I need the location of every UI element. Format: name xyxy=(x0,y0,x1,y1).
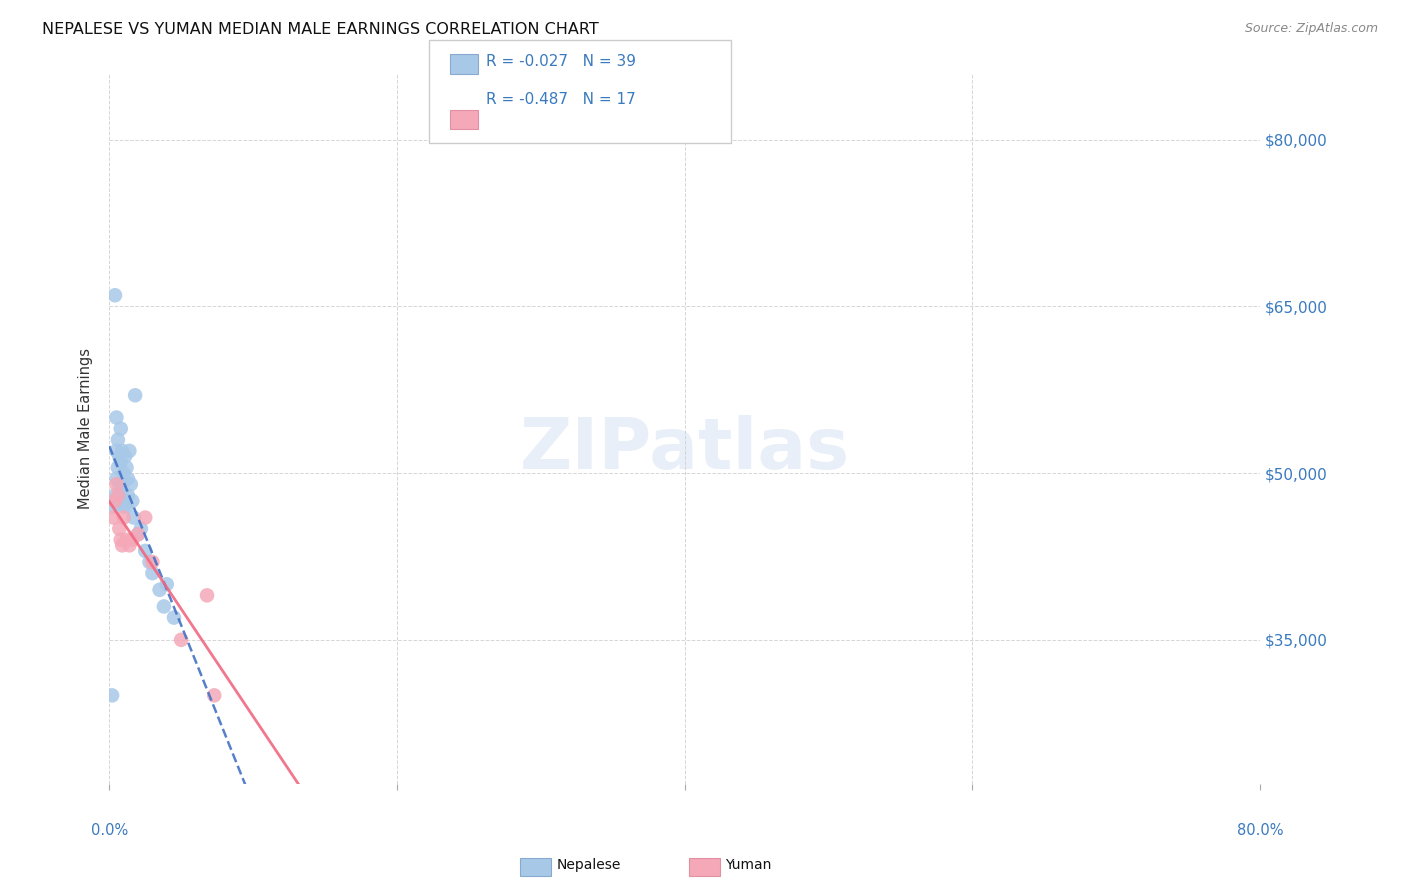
Point xyxy=(105,443,128,458)
Point xyxy=(120,477,142,491)
Point xyxy=(112,466,135,480)
Point xyxy=(104,488,127,502)
Point xyxy=(105,477,128,491)
Text: Source: ZipAtlas.com: Source: ZipAtlas.com xyxy=(1244,22,1378,36)
Point xyxy=(114,450,136,464)
Point xyxy=(111,477,134,491)
Point xyxy=(134,544,156,558)
Point xyxy=(112,510,135,524)
Text: NEPALESE VS YUMAN MEDIAN MALE EARNINGS CORRELATION CHART: NEPALESE VS YUMAN MEDIAN MALE EARNINGS C… xyxy=(42,22,599,37)
Point xyxy=(129,522,152,536)
Point xyxy=(156,577,179,591)
Point xyxy=(141,566,163,581)
Point xyxy=(117,488,139,502)
Point xyxy=(149,582,172,597)
Point xyxy=(110,455,132,469)
Point xyxy=(110,533,132,547)
Text: 0.0%: 0.0% xyxy=(90,823,128,838)
Point xyxy=(108,477,131,491)
Point xyxy=(111,488,134,502)
Point xyxy=(115,460,138,475)
Point xyxy=(115,533,138,547)
Point xyxy=(163,610,186,624)
Text: ZIPatlas: ZIPatlas xyxy=(520,416,849,484)
Text: Yuman: Yuman xyxy=(725,858,772,872)
Point xyxy=(118,538,141,552)
Point xyxy=(134,510,156,524)
Point xyxy=(104,288,127,302)
Point xyxy=(112,500,135,514)
Point xyxy=(121,494,143,508)
Point xyxy=(107,460,129,475)
Y-axis label: Median Male Earnings: Median Male Earnings xyxy=(79,348,93,509)
Point xyxy=(202,689,225,703)
Point xyxy=(127,527,149,541)
Point xyxy=(103,510,125,524)
Point xyxy=(108,450,131,464)
Point xyxy=(127,527,149,541)
Point xyxy=(141,555,163,569)
Point xyxy=(107,488,129,502)
Point xyxy=(111,538,134,552)
Point xyxy=(107,433,129,447)
Point xyxy=(104,494,127,508)
Point xyxy=(105,410,128,425)
Point xyxy=(108,522,131,536)
Text: 80.0%: 80.0% xyxy=(1237,823,1284,838)
Text: R = -0.487   N = 17: R = -0.487 N = 17 xyxy=(486,92,637,107)
Point xyxy=(105,472,128,486)
Point xyxy=(153,599,176,614)
Point xyxy=(101,689,124,703)
Point xyxy=(103,500,125,514)
Point xyxy=(104,494,127,508)
Point xyxy=(170,632,193,647)
Point xyxy=(121,533,143,547)
Point xyxy=(114,494,136,508)
Point xyxy=(115,500,138,514)
Text: Nepalese: Nepalese xyxy=(557,858,621,872)
Point xyxy=(118,443,141,458)
Point xyxy=(195,588,218,602)
Text: R = -0.027   N = 39: R = -0.027 N = 39 xyxy=(486,54,637,69)
Point xyxy=(122,510,145,524)
Point xyxy=(138,555,160,569)
Point xyxy=(124,388,146,402)
Point xyxy=(111,443,134,458)
Point xyxy=(110,422,132,436)
Point xyxy=(117,472,139,486)
